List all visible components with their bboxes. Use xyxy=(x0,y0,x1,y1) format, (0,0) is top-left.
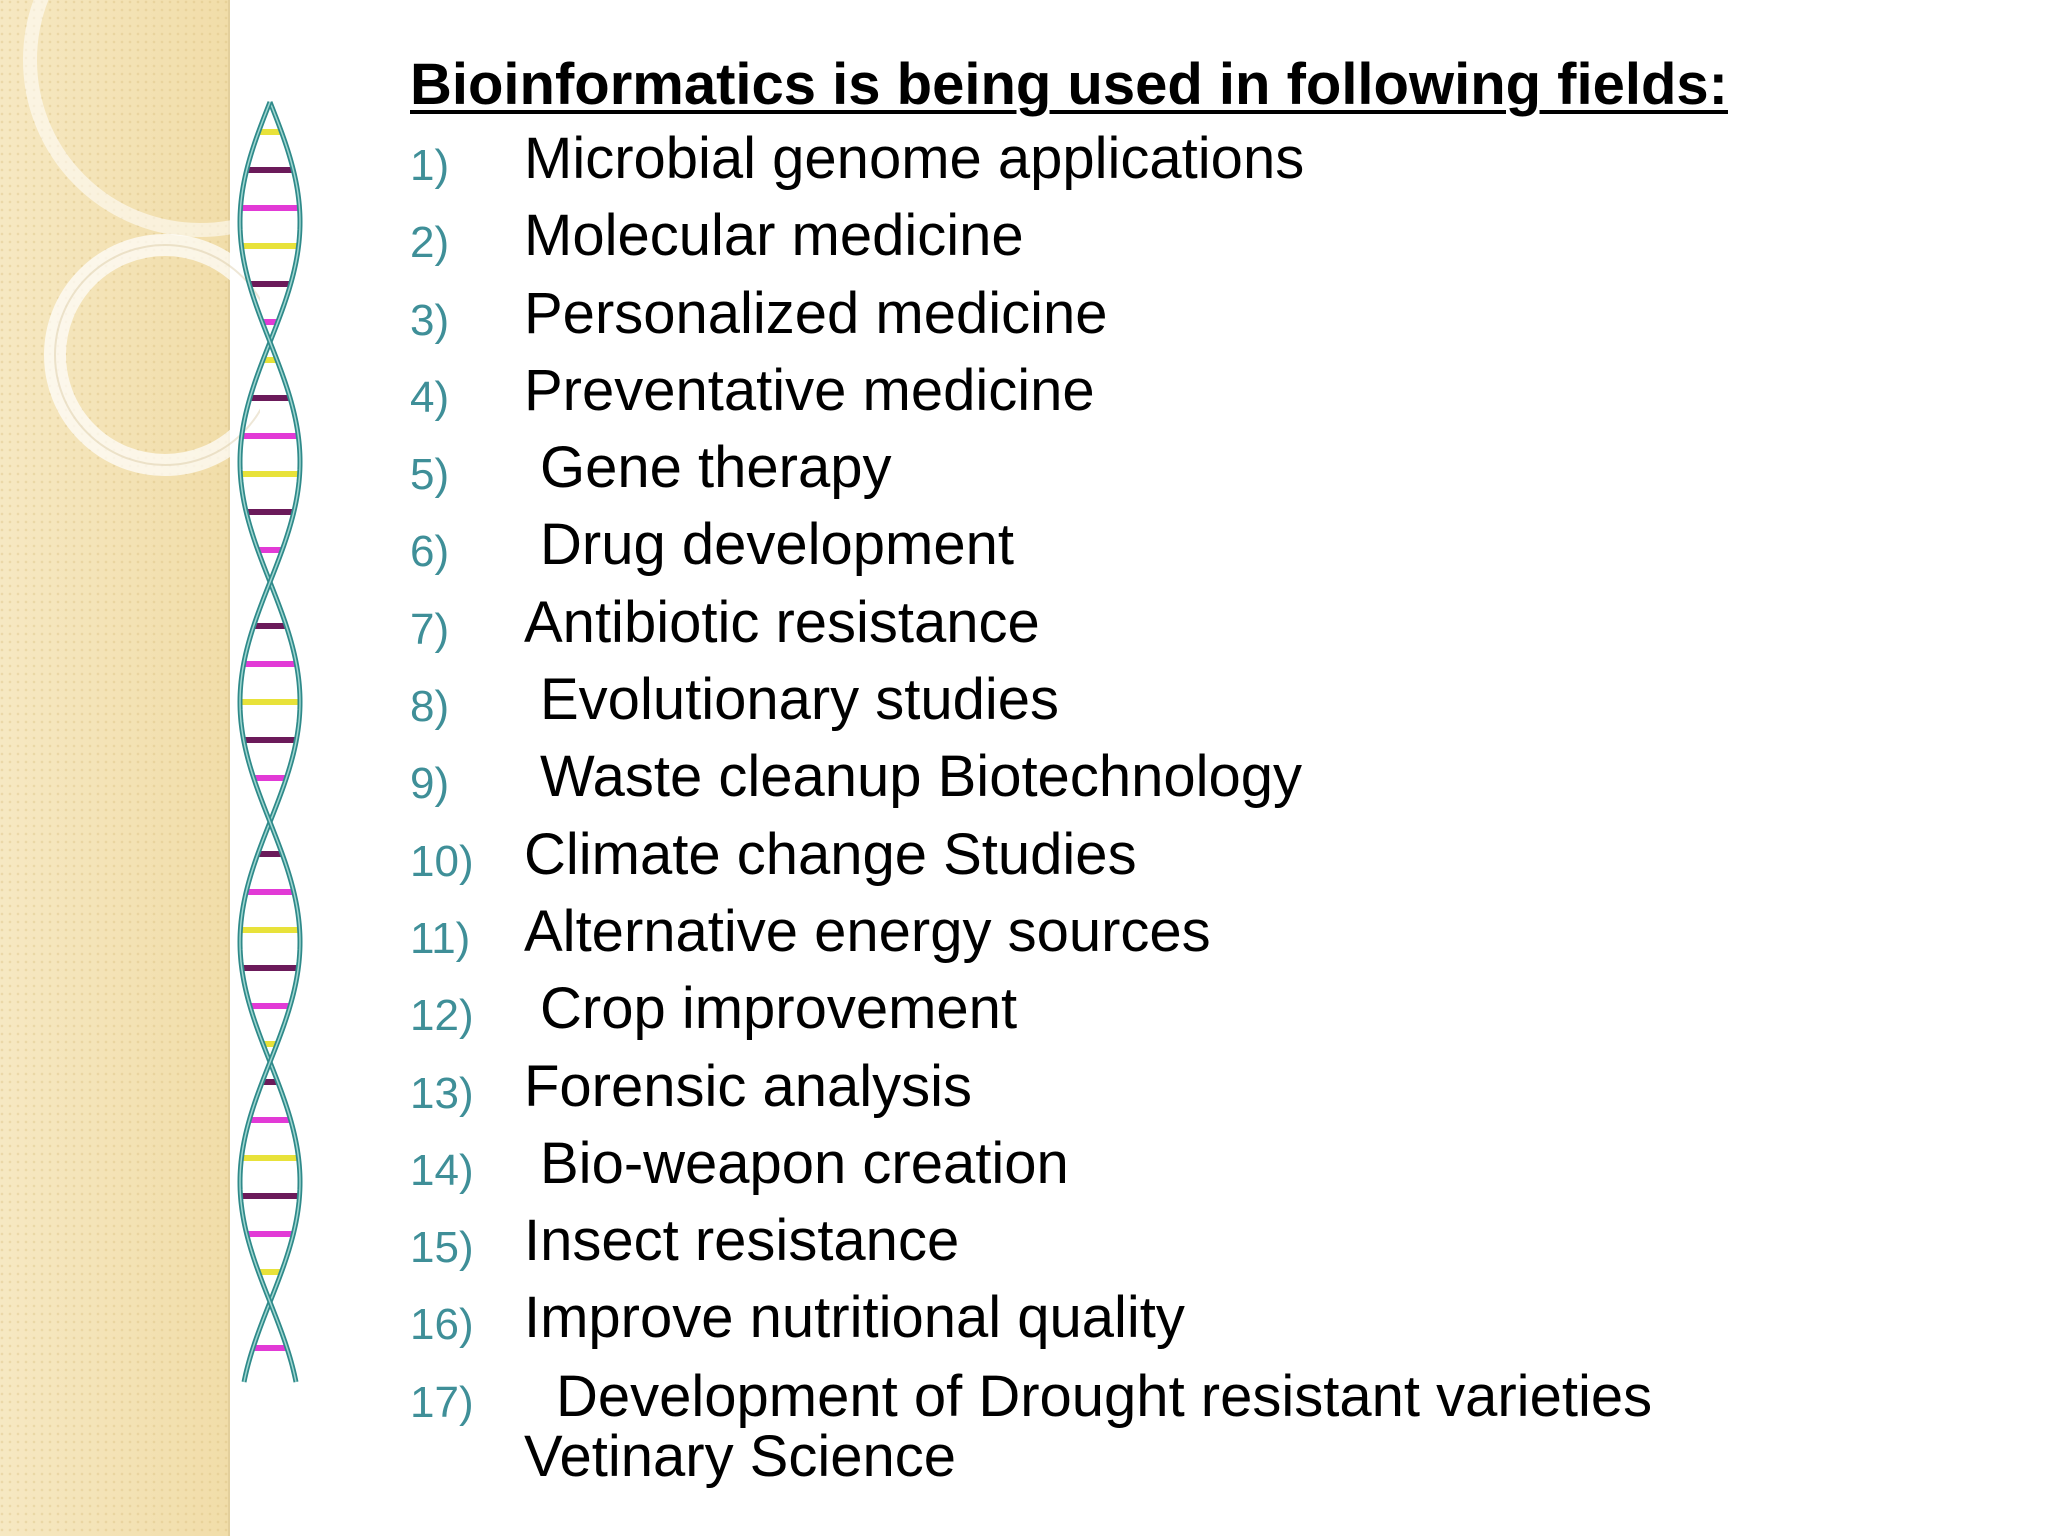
list-item-number: 11) xyxy=(410,913,471,963)
list-item: 6) Drug development xyxy=(410,508,1970,585)
list-item: 11) Alternative energy sources xyxy=(410,895,1970,972)
list-item-number: 15) xyxy=(410,1223,474,1273)
list-item-number: 14) xyxy=(410,1145,474,1195)
list-item-label: Antibiotic resistance xyxy=(524,589,1040,655)
list-item: 9) Waste cleanup Biotechnology xyxy=(410,740,1970,817)
list-item-label: Improve nutritional quality xyxy=(524,1285,1185,1351)
list-item: 13) Forensic analysis xyxy=(410,1050,1970,1127)
list-item-label: Crop improvement xyxy=(540,976,1018,1042)
list-item: 2) Molecular medicine xyxy=(410,199,1970,276)
list-item-label: Personalized medicine xyxy=(524,280,1108,346)
list-item: 16) Improve nutritional quality xyxy=(410,1281,1970,1358)
list-item-number: 1) xyxy=(410,141,450,190)
list-item-number: 13) xyxy=(410,1068,474,1118)
list-item-label: Drug development xyxy=(540,512,1014,578)
list-item-label: Preventative medicine xyxy=(524,357,1095,423)
list-item-number: 2) xyxy=(410,218,450,268)
dna-helix-illustration xyxy=(237,101,303,1383)
list-item-label: Gene therapy xyxy=(540,435,892,501)
list-item-label-continuation: Vetinary Science xyxy=(524,1423,957,1489)
list-item: 17) Development of Drought resistant vari… xyxy=(410,1359,1970,1499)
list-item-number: 16) xyxy=(410,1300,474,1350)
decorative-rings xyxy=(23,0,260,476)
list-item: 7) Antibiotic resistance xyxy=(410,586,1970,663)
list-item-label: Molecular medicine xyxy=(524,203,1024,269)
list-item-label: Bio-weapon creation xyxy=(540,1130,1069,1196)
fields-list: 1) Microbial genome applications 2) Molecul… xyxy=(410,122,1970,1499)
list-item-label: Evolutionary studies xyxy=(540,667,1060,733)
list-item: 10) Climate change Studies xyxy=(410,818,1970,895)
slide-heading: Bioinformatics is being used in followin… xyxy=(410,52,1728,117)
list-item-label: Insect resistance xyxy=(524,1208,960,1274)
list-item: 8) Evolutionary studies xyxy=(410,663,1970,740)
list-item-number: 7) xyxy=(410,604,450,654)
list-item-number: 10) xyxy=(410,836,474,886)
list-item-number: 8) xyxy=(410,682,450,732)
list-item-label: Alternative energy sources xyxy=(524,898,1211,964)
list-item: 12) Crop improvement xyxy=(410,972,1970,1049)
dna-strand-highlight xyxy=(239,101,301,1383)
list-item-label: Waste cleanup Biotechnology xyxy=(540,744,1302,810)
dna-strand-highlight xyxy=(239,101,301,1383)
list-item-number: 17) xyxy=(410,1377,474,1427)
list-item-number: 6) xyxy=(410,527,450,577)
list-item: 3) Personalized medicine xyxy=(410,277,1970,354)
list-item: 5) Gene therapy xyxy=(410,431,1970,508)
list-item-number: 4) xyxy=(410,372,450,422)
list-item-label: Forensic analysis xyxy=(524,1053,973,1119)
list-item: 14) Bio-weapon creation xyxy=(410,1127,1970,1204)
list-item-number: 9) xyxy=(410,759,450,809)
list-item-number: 5) xyxy=(410,450,450,500)
list-item: 15) Insect resistance xyxy=(410,1204,1970,1281)
list-item-label: Climate change Studies xyxy=(524,821,1137,887)
list-item-number: 3) xyxy=(410,295,450,345)
side-band-edge xyxy=(228,0,230,1536)
list-item: 4) Preventative medicine xyxy=(410,354,1970,431)
list-item-label: Microbial genome applications xyxy=(524,126,1305,191)
list-item-number: 12) xyxy=(410,991,474,1041)
list-item: 1) Microbial genome applications xyxy=(410,122,1970,199)
list-item-label: Development of Drought resistant varieti… xyxy=(556,1363,1653,1429)
slide-content: Bioinformatics is being used in followin… xyxy=(410,48,1970,1499)
